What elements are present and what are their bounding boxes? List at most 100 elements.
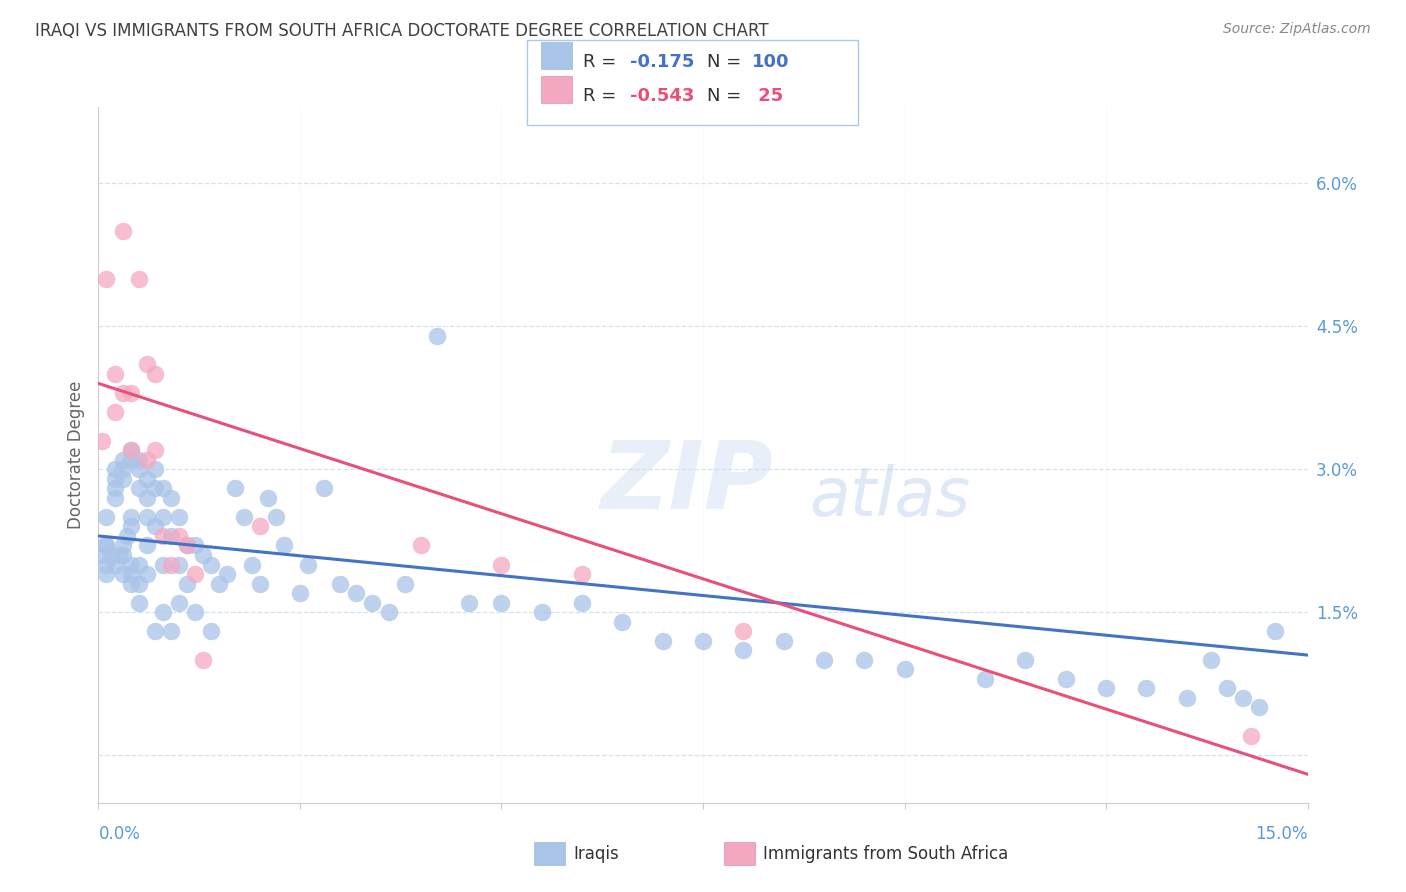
Point <box>103 491 125 505</box>
Point <box>167 596 190 610</box>
Point <box>111 462 134 476</box>
Point <box>813 653 835 667</box>
Point <box>288 586 311 600</box>
Point <box>143 481 166 495</box>
Point <box>193 653 215 667</box>
Point <box>143 462 166 476</box>
Point <box>96 271 118 285</box>
Point <box>120 443 142 458</box>
Point <box>160 558 183 572</box>
Point <box>974 672 997 686</box>
Point <box>217 567 239 582</box>
Point <box>120 567 142 582</box>
Point <box>103 462 125 476</box>
Text: 0.0%: 0.0% <box>98 825 141 843</box>
Point <box>111 224 134 238</box>
Point <box>314 481 336 495</box>
Point <box>143 519 166 533</box>
Point <box>103 367 125 381</box>
Point <box>111 452 134 467</box>
Point <box>120 443 142 458</box>
Y-axis label: Doctorate Degree: Doctorate Degree <box>66 381 84 529</box>
Point <box>128 481 150 495</box>
Point <box>111 386 134 401</box>
Text: R =: R = <box>583 53 623 70</box>
Point <box>612 615 634 629</box>
Point <box>120 386 142 401</box>
Text: R =: R = <box>583 87 623 104</box>
Point <box>152 481 174 495</box>
Point <box>128 596 150 610</box>
Point <box>361 596 384 610</box>
Point <box>103 481 125 495</box>
Point <box>200 624 222 639</box>
Point <box>200 558 222 572</box>
Point <box>120 452 142 467</box>
Point <box>152 529 174 543</box>
Point <box>256 491 278 505</box>
Point <box>94 539 117 553</box>
Point <box>111 539 134 553</box>
Point <box>1249 700 1271 714</box>
Text: Source: ZipAtlas.com: Source: ZipAtlas.com <box>1223 22 1371 37</box>
Point <box>344 586 367 600</box>
Point <box>111 567 134 582</box>
Point <box>1095 681 1118 696</box>
Point <box>1054 672 1077 686</box>
Point <box>1199 653 1222 667</box>
Point <box>273 539 295 553</box>
Point <box>135 491 157 505</box>
Point <box>193 548 215 562</box>
Point <box>1135 681 1157 696</box>
Point <box>103 472 125 486</box>
Point <box>128 558 150 572</box>
Point <box>160 529 183 543</box>
Point <box>571 596 593 610</box>
Point <box>100 548 122 562</box>
Point <box>893 662 915 676</box>
Point <box>152 558 174 572</box>
Point <box>120 509 142 524</box>
Point <box>107 548 129 562</box>
Point <box>103 558 125 572</box>
Point <box>733 624 755 639</box>
Point <box>111 472 134 486</box>
Point <box>135 357 157 371</box>
Point <box>135 509 157 524</box>
Point <box>167 558 190 572</box>
Point <box>160 491 183 505</box>
Point <box>297 558 319 572</box>
Point <box>571 567 593 582</box>
Point <box>692 633 714 648</box>
Point <box>1232 690 1254 705</box>
Text: ZIP: ZIP <box>600 437 773 529</box>
Point <box>426 328 449 343</box>
Point <box>96 539 118 553</box>
Point <box>394 576 416 591</box>
Point <box>128 576 150 591</box>
Point <box>115 529 138 543</box>
Point <box>232 509 254 524</box>
Point <box>1175 690 1198 705</box>
Text: -0.175: -0.175 <box>630 53 695 70</box>
Point <box>128 271 150 285</box>
Point <box>176 576 198 591</box>
Point <box>128 462 150 476</box>
Text: atlas: atlas <box>810 464 970 530</box>
Text: 100: 100 <box>752 53 790 70</box>
Point <box>103 405 125 419</box>
Point <box>135 539 157 553</box>
Point <box>249 519 271 533</box>
Point <box>176 539 198 553</box>
Point <box>1216 681 1239 696</box>
Point <box>176 539 198 553</box>
Point <box>458 596 481 610</box>
Point <box>491 596 513 610</box>
Point <box>143 367 166 381</box>
Point <box>1264 624 1286 639</box>
Point <box>409 539 432 553</box>
Point <box>143 443 166 458</box>
Point <box>1240 729 1263 743</box>
Point <box>853 653 876 667</box>
Text: Iraqis: Iraqis <box>574 845 620 863</box>
